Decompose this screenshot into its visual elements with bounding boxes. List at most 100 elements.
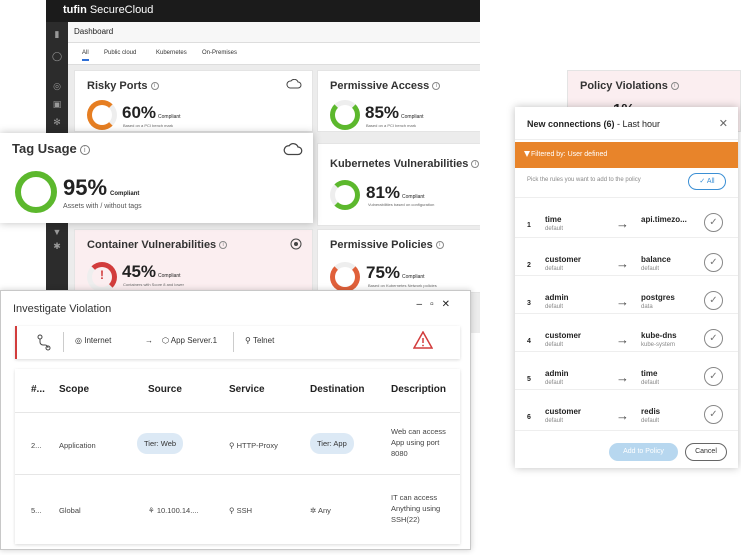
column-header[interactable]: Destination xyxy=(310,384,365,395)
box-icon[interactable]: ▣ xyxy=(52,99,62,109)
path-source: Internet xyxy=(84,336,112,345)
info-icon[interactable]: i xyxy=(219,241,228,250)
check-circle-icon[interactable]: ✓ xyxy=(704,405,723,424)
destination-namespace: default xyxy=(641,380,660,386)
column-header[interactable]: Service xyxy=(229,384,265,395)
card-title: Tag Usage xyxy=(12,141,77,156)
info-icon[interactable]: i xyxy=(150,82,159,91)
close-icon[interactable]: ✕ xyxy=(441,299,458,310)
tab-all[interactable]: All xyxy=(82,50,89,61)
globe-icon: ◎ xyxy=(75,336,82,345)
user-icon[interactable]: ◯ xyxy=(51,51,63,61)
compliant-label: Compliant xyxy=(401,114,424,120)
compliant-label: Compliant xyxy=(158,114,181,120)
cube-icon: ⬡ xyxy=(162,336,169,345)
compliance-percent: 81% xyxy=(366,183,401,202)
check-circle-icon[interactable]: ✓ xyxy=(704,291,723,310)
settings-icon[interactable]: ✱ xyxy=(53,241,61,251)
tab-kubernetes[interactable]: Kubernetes xyxy=(156,50,187,56)
chart-icon[interactable]: ▮ xyxy=(54,29,60,39)
row-number: 5 xyxy=(527,376,531,383)
brand-logo: tufin SecureCloud xyxy=(63,4,154,16)
new-connections-panel: New connections (6) - Last hour ✕ Filter… xyxy=(515,107,738,468)
source-namespace: default xyxy=(545,304,564,310)
compliant-label: Compliant xyxy=(402,194,425,200)
destination-tag: Tier: App xyxy=(310,433,354,454)
filter-tabs: All Public cloud Kubernetes On-Premises xyxy=(46,43,480,65)
destination-namespace: data xyxy=(641,304,653,310)
info-icon[interactable]: i xyxy=(670,82,679,91)
row-scope: Global xyxy=(59,506,81,515)
compliance-ring xyxy=(15,171,57,213)
destination-namespace: default xyxy=(641,266,660,272)
row-number: 2 xyxy=(527,262,531,269)
destination-name: api.timezo... xyxy=(641,215,687,224)
destination-name: balance xyxy=(641,255,671,264)
source-name: customer xyxy=(545,255,582,264)
check-circle-icon[interactable]: ✓ xyxy=(704,329,723,348)
card-title: Container Vulnerabilities xyxy=(87,239,217,251)
card-container-vulnerabilities[interactable]: Container Vulnerabilities i ! 45% Complian… xyxy=(74,229,313,293)
card-subtitle: Assets with / without tags xyxy=(63,203,142,210)
source-namespace: default xyxy=(545,266,564,272)
tab-public-cloud[interactable]: Public cloud xyxy=(104,50,137,56)
source-name: customer xyxy=(545,331,582,340)
column-header[interactable]: Source xyxy=(148,384,182,395)
table-row[interactable]: 5... Global ⚘ 10.100.14.... ⚲ SSH ✲ Any … xyxy=(15,474,460,544)
table-row[interactable]: 2... Application Tier: Web ⚲ HTTP-Proxy … xyxy=(15,412,460,474)
column-header[interactable]: #... xyxy=(31,384,45,395)
row-service: SSH xyxy=(236,506,253,515)
cloud-icon xyxy=(283,143,303,156)
compliance-percent: 75% xyxy=(366,263,401,282)
destination-name: redis xyxy=(641,407,661,416)
globe-icon[interactable]: ◎ xyxy=(53,81,61,91)
filter-icon xyxy=(524,151,530,157)
info-icon[interactable]: i xyxy=(471,160,480,169)
card-permissive-access[interactable]: Permissive Access i 85% Compliant Based on… xyxy=(317,70,480,132)
arrow-right-icon: → xyxy=(616,294,629,309)
card-permissive-policies[interactable]: Permissive Policies i 75% Compliant Based … xyxy=(317,229,480,293)
card-kubernetes-vulnerabilities[interactable]: Kubernetes Vulnerabilities i 81% Compliant… xyxy=(317,143,480,226)
dashboard-window: tufin SecureCloud Dashboard All Public cl… xyxy=(46,0,480,333)
info-icon[interactable]: i xyxy=(435,241,444,250)
arrow-right-icon: → xyxy=(145,336,153,345)
cancel-button[interactable]: Cancel xyxy=(685,443,727,461)
check-circle-icon[interactable]: ✓ xyxy=(704,367,723,386)
compliant-label: Compliant xyxy=(110,191,140,197)
info-icon[interactable]: i xyxy=(432,82,441,91)
row-source: 10.100.14.... xyxy=(156,506,199,515)
panel-footer: Add to Policy Cancel xyxy=(515,430,738,468)
link-icon: ⚲ xyxy=(229,441,235,450)
check-circle-icon[interactable]: ✓ xyxy=(704,213,723,232)
add-to-policy-button[interactable]: Add to Policy xyxy=(609,443,678,461)
compliance-ring xyxy=(330,180,360,210)
shield-icon[interactable]: ▼ xyxy=(52,227,62,237)
window-title: Investigate Violation xyxy=(13,303,112,315)
card-title: Risky Ports xyxy=(87,80,148,92)
card-subtitle: Based on a PCI bench mark xyxy=(366,123,417,128)
tab-on-premises[interactable]: On-Premises xyxy=(202,50,238,56)
any-icon: ✲ xyxy=(310,506,317,515)
card-risky-ports[interactable]: Risky Ports i 60% Compliant Based on a PCI… xyxy=(74,70,313,132)
source-name: customer xyxy=(545,407,582,416)
path-icon xyxy=(37,334,51,351)
gear-icon[interactable]: ✻ xyxy=(53,117,61,127)
row-id: 5... xyxy=(31,506,42,515)
card-title: Permissive Policies xyxy=(330,239,433,251)
compliance-ring xyxy=(87,100,117,130)
select-all-button[interactable]: ✓ All xyxy=(688,173,726,190)
info-icon[interactable]: i xyxy=(79,144,90,155)
top-bar: tufin SecureCloud xyxy=(46,0,480,22)
minimize-icon[interactable]: – xyxy=(416,299,431,310)
close-icon[interactable]: ✕ xyxy=(718,118,728,130)
maximize-icon[interactable]: ▫ xyxy=(430,299,442,310)
destination-name: postgres xyxy=(641,293,675,302)
compliant-label: Compliant xyxy=(158,273,181,279)
column-header[interactable]: Description xyxy=(391,384,447,395)
column-header[interactable]: Scope xyxy=(59,384,90,395)
panel-title: New connections (6) - Last hour xyxy=(527,119,661,129)
card-tag-usage[interactable]: Tag Usage i 95% Compliant Assets with / wi… xyxy=(0,133,313,223)
row-description: Web can access App using port 8080 xyxy=(391,427,446,458)
check-circle-icon[interactable]: ✓ xyxy=(704,253,723,272)
compliance-ring xyxy=(87,262,117,292)
